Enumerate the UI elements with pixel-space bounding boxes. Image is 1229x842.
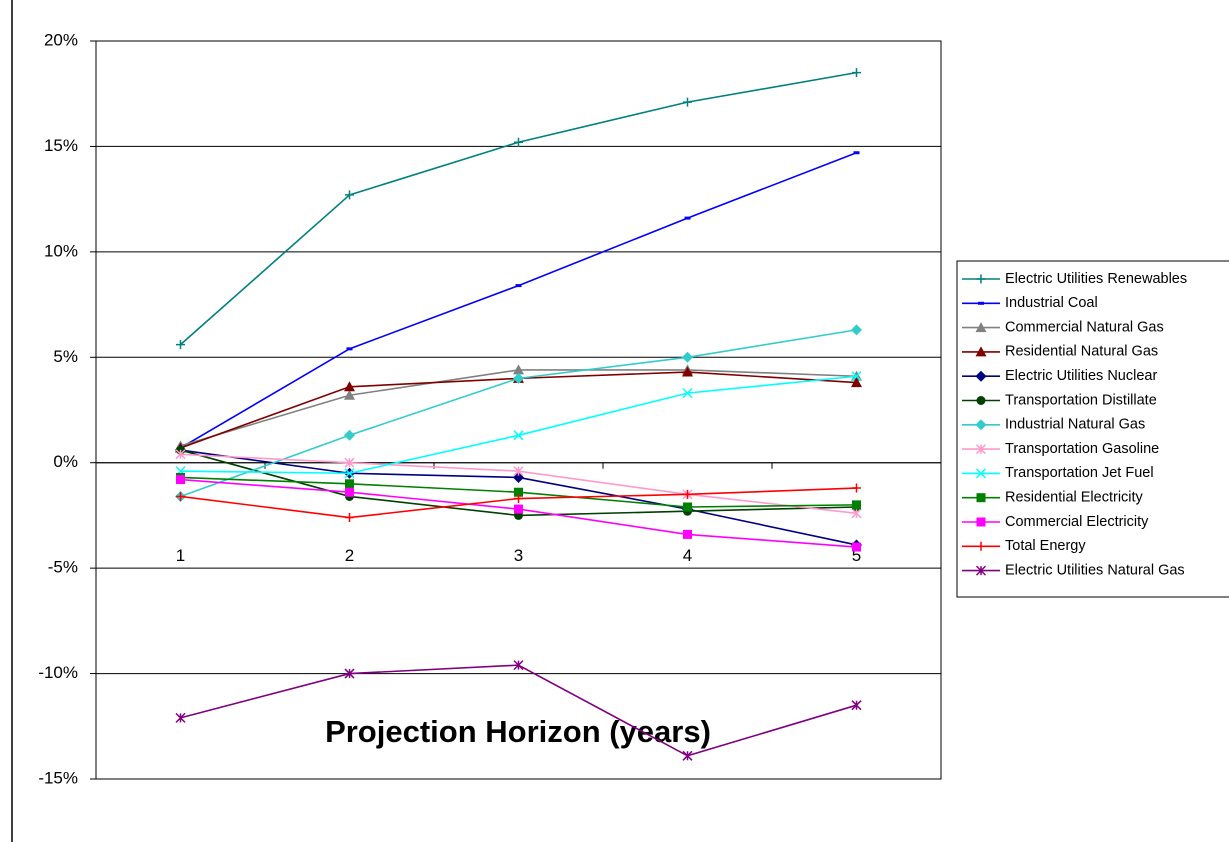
legend-label: Total Energy xyxy=(1005,538,1086,554)
marker xyxy=(851,324,862,336)
y-tick-label: 15% xyxy=(44,136,78,155)
marker xyxy=(851,508,862,519)
marker xyxy=(975,419,987,431)
marker xyxy=(976,493,986,503)
marker xyxy=(683,97,692,107)
y-tick-label: 5% xyxy=(53,347,78,366)
marker xyxy=(513,364,524,375)
x-axis-title: Projection Horizon (years) xyxy=(325,714,711,749)
marker xyxy=(682,351,693,363)
marker xyxy=(976,517,986,527)
legend-label: Electric Utilities Nuclear xyxy=(1005,368,1157,384)
legend-label: Electric Utilities Natural Gas xyxy=(1005,562,1185,578)
marker xyxy=(345,487,354,497)
y-tick-label: 0% xyxy=(53,452,78,471)
x-tick-label: 2 xyxy=(345,546,354,565)
marker xyxy=(852,500,861,510)
marker xyxy=(683,502,692,512)
marker xyxy=(514,504,523,514)
legend-label: Transportation Distillate xyxy=(1005,392,1157,408)
marker xyxy=(344,381,355,392)
y-tick-label: -10% xyxy=(38,663,78,682)
legend-label: Electric Utilities Renewables xyxy=(1005,271,1187,287)
marker xyxy=(682,366,693,377)
marker xyxy=(976,396,986,405)
marker xyxy=(344,429,355,441)
marker xyxy=(976,541,986,551)
marker xyxy=(514,137,523,147)
marker xyxy=(852,483,861,493)
y-tick-label: 10% xyxy=(44,241,78,260)
marker xyxy=(976,274,986,284)
y-tick-label: 20% xyxy=(44,30,78,49)
marker xyxy=(851,371,862,382)
marker xyxy=(514,487,523,497)
marker xyxy=(975,444,987,455)
x-tick-label: 4 xyxy=(683,546,692,565)
y-tick-label: -5% xyxy=(48,558,78,577)
marker xyxy=(975,565,987,576)
marker xyxy=(344,468,355,479)
marker xyxy=(852,68,861,78)
legend-label: Transportation Jet Fuel xyxy=(1005,465,1154,481)
legend-label: Commercial Electricity xyxy=(1005,514,1149,530)
marker xyxy=(514,494,523,504)
marker xyxy=(175,712,186,723)
marker xyxy=(175,449,186,460)
marker xyxy=(852,542,861,552)
marker xyxy=(513,660,524,671)
marker xyxy=(975,322,987,333)
marker xyxy=(345,479,354,489)
marker xyxy=(176,491,185,501)
legend-label: Transportation Gasoline xyxy=(1005,441,1159,457)
marker xyxy=(683,489,692,499)
y-tick-label: -15% xyxy=(38,768,78,787)
marker xyxy=(513,372,524,384)
plot-area xyxy=(95,40,942,780)
marker xyxy=(682,388,693,399)
x-tick-label: 5 xyxy=(852,546,861,565)
marker xyxy=(851,700,862,711)
legend-label: Residential Electricity xyxy=(1005,490,1144,506)
marker xyxy=(176,475,185,485)
marker xyxy=(851,377,862,388)
marker xyxy=(975,370,987,382)
marker xyxy=(683,529,692,539)
marker xyxy=(176,340,185,350)
legend-label: Commercial Natural Gas xyxy=(1005,319,1164,335)
marker xyxy=(344,457,355,468)
x-tick-label: 1 xyxy=(176,546,185,565)
marker xyxy=(682,750,693,761)
marker xyxy=(975,346,987,357)
marker xyxy=(513,466,524,477)
legend-label: Residential Natural Gas xyxy=(1005,344,1158,360)
legend-label: Industrial Natural Gas xyxy=(1005,417,1145,433)
marker xyxy=(344,389,355,400)
marker xyxy=(345,513,354,523)
marker xyxy=(344,668,355,679)
x-tick-label: 3 xyxy=(514,546,523,565)
marker xyxy=(513,430,524,441)
legend-label: Industrial Coal xyxy=(1005,295,1098,311)
marker xyxy=(975,468,987,479)
legend-box xyxy=(956,260,1229,598)
marker xyxy=(345,190,354,200)
